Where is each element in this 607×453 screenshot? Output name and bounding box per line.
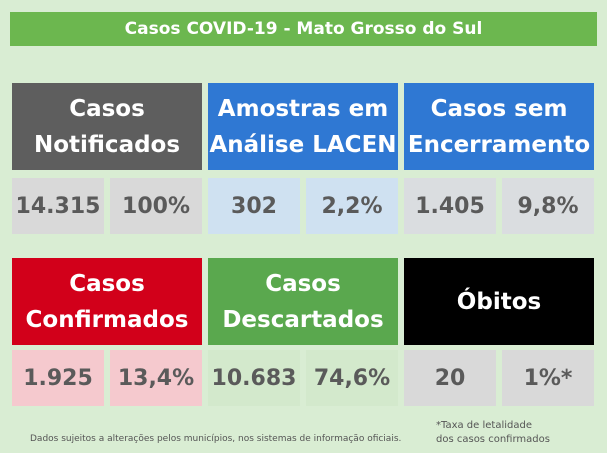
card-value: 302 [208,178,300,234]
card-label: Casos [265,270,341,297]
card-label: Notificados [33,131,181,158]
card-label: Descartados [222,306,384,333]
title-bar: Casos COVID-19 - Mato Grosso do Sul [10,12,597,46]
card-label: Casos [69,270,145,297]
card-label: Casos [69,95,145,122]
card-label: Casos sem [430,95,568,122]
card-value: 2,2% [306,178,398,234]
note-line: dos casos confirmados [436,434,550,445]
card-value: 1.405 [404,178,496,234]
card-header: Óbitos [404,258,594,345]
card-header: Casos Notificados [12,83,202,170]
card-header: Casos sem Encerramento [404,83,594,170]
card-label: Amostras em [217,95,389,122]
card-value: 74,6% [306,350,398,406]
card-value: 1.925 [12,350,104,406]
card-value: 1%* [502,350,594,406]
card-label: Confirmados [25,306,189,333]
card-value: 13,4% [110,350,202,406]
card-header: Casos Confirmados [12,258,202,345]
card-value: 9,8% [502,178,594,234]
card-value: 20 [404,350,496,406]
card-label: Encerramento [407,131,591,158]
card-header: Casos Descartados [208,258,398,345]
note: *Taxa de letalidade dos casos confirmado… [436,419,550,447]
card-label: Análise LACEN [209,131,397,158]
card-value: 14.315 [12,178,104,234]
note-line: *Taxa de letalidade [436,420,532,431]
card-label: Óbitos [456,288,542,315]
card-header: Amostras em Análise LACEN [208,83,398,170]
card-value: 100% [110,178,202,234]
card-value: 10.683 [208,350,300,406]
footer: Dados sujeitos a alterações pelos municí… [30,434,402,444]
